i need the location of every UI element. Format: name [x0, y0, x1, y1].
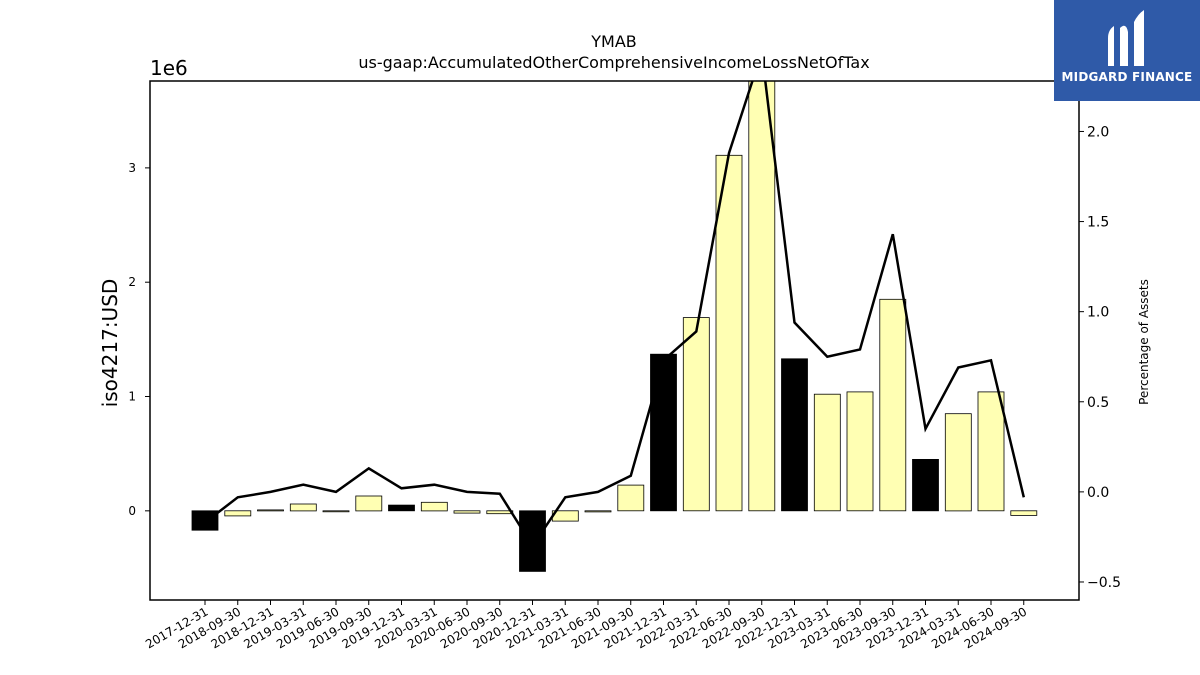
- y-right-tick-label: 1.5: [1087, 215, 1109, 231]
- bar-2019-09-30: [355, 495, 383, 512]
- y-axis-right: −0.5 0.0 0.5 1.0 1.5 2.0: [1079, 124, 1121, 591]
- y-offset-label: 1e6: [150, 56, 188, 80]
- bar-2021-12-31: [650, 353, 677, 512]
- bar-2018-09-30: [224, 510, 252, 517]
- bar-2019-12-31: [388, 504, 415, 512]
- logo-mark-icon: [1108, 10, 1144, 66]
- y-left-tick-label: 1: [128, 390, 136, 404]
- bar-2021-06-30: [584, 510, 612, 513]
- bar-2020-03-31: [420, 501, 448, 512]
- bar-2023-03-31: [813, 393, 841, 512]
- logo-text: MIDGARD FINANCE: [1061, 70, 1193, 84]
- bar-2024-09-30: [1010, 510, 1038, 516]
- bar-2021-09-30: [617, 484, 645, 512]
- bar-2020-09-30: [486, 510, 514, 515]
- chart-title-line2: us-gaap:AccumulatedOtherComprehensiveInc…: [358, 53, 869, 72]
- plot-frame: [149, 80, 1080, 601]
- y-left-tick-label: 2: [128, 275, 136, 289]
- y-right-tick-label: 1.0: [1087, 305, 1109, 321]
- bar-2022-12-31: [781, 358, 808, 512]
- y-right-tick-label: 0.0: [1087, 485, 1109, 501]
- bar-2023-12-31: [912, 458, 939, 512]
- bar-2019-03-31: [289, 503, 317, 512]
- bar-2020-06-30: [453, 510, 481, 514]
- bar-2023-06-30: [846, 391, 874, 512]
- bar-2024-03-31: [944, 413, 972, 512]
- y-axis-left: 0 1 2 3: [128, 161, 150, 518]
- chart-title-line1: YMAB: [590, 32, 637, 51]
- y-right-tick-label: 0.5: [1087, 395, 1109, 411]
- bar-2022-06-30: [715, 154, 743, 512]
- bar-series: [191, 80, 1038, 572]
- bar-2022-03-31: [682, 317, 710, 512]
- y-axis-label-left: iso4217:USD: [98, 279, 122, 408]
- x-axis: 2017-12-312018-09-302018-12-312019-03-31…: [143, 600, 1029, 651]
- y-left-tick-label: 0: [128, 504, 136, 518]
- bar-2019-06-30: [322, 510, 350, 513]
- bar-2022-09-30: [748, 80, 776, 512]
- percentage-of-assets-line: [204, 81, 1026, 549]
- y-right-tick-label: −0.5: [1087, 575, 1121, 591]
- y-right-tick-label: 2.0: [1087, 124, 1109, 140]
- bar-2020-12-31: [519, 510, 546, 572]
- midgard-finance-logo: MIDGARD FINANCE: [1054, 0, 1200, 101]
- y-left-tick-label: 3: [128, 161, 136, 175]
- bar-2024-06-30: [977, 391, 1005, 512]
- line-series: [204, 81, 1026, 549]
- y-axis-label-right: Percentage of Assets: [1137, 279, 1151, 405]
- bar-2018-12-31: [257, 509, 284, 512]
- bar-2017-12-31: [191, 510, 219, 531]
- bar-2023-09-30: [879, 298, 907, 512]
